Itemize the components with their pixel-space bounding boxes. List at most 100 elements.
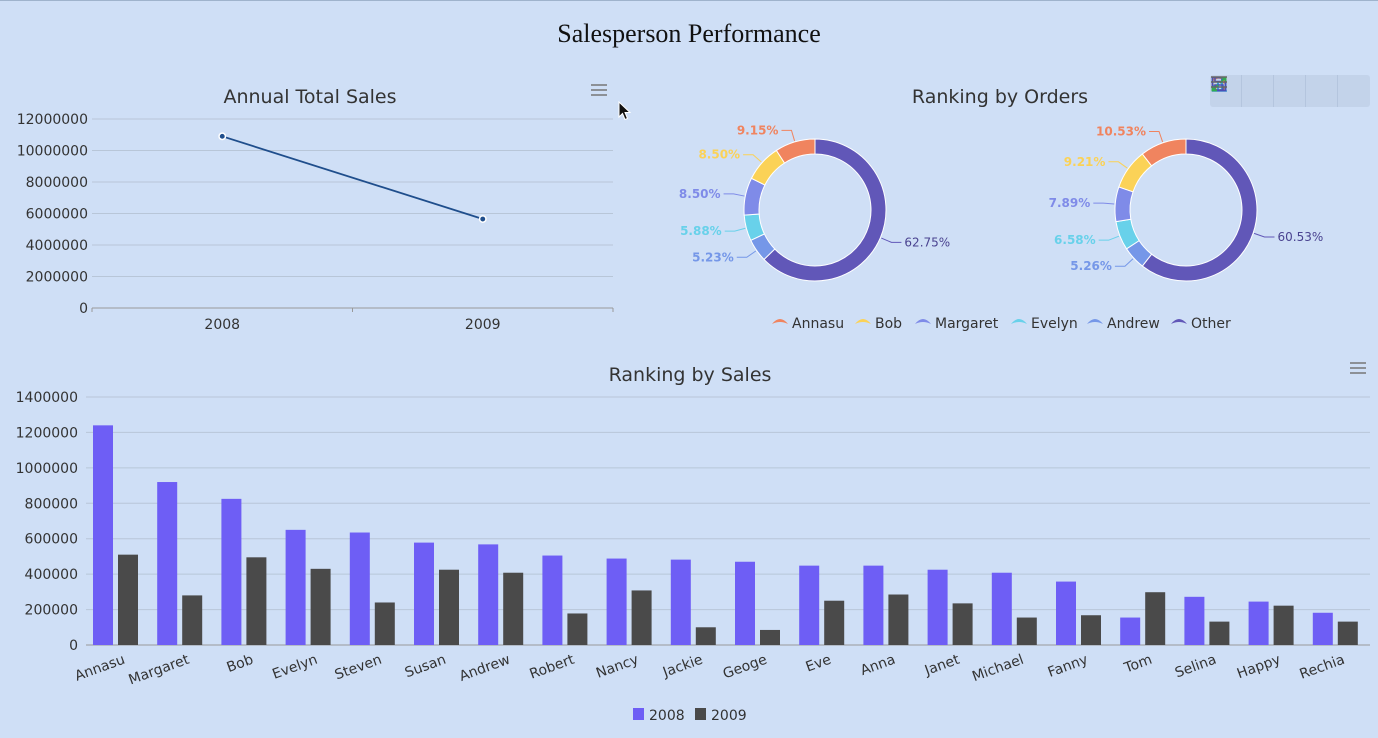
donut-leader-line xyxy=(881,237,902,243)
bar-chart-x-tick: Rechia xyxy=(1298,652,1347,683)
bar-chart-x-tick: Janet xyxy=(922,652,962,680)
bar-chart-x-tick: Steven xyxy=(333,652,384,684)
bar-chart-x-tick: Bob xyxy=(225,652,256,676)
bar-selina-2009 xyxy=(1209,621,1230,645)
donut-legend-swatch xyxy=(772,319,788,324)
bar-chart-x-tick: Jackie xyxy=(660,652,705,681)
donut-leader-line xyxy=(1098,235,1120,241)
bar-steven-2008 xyxy=(349,532,370,645)
line-chart-x-tick: 2008 xyxy=(204,317,240,333)
donut-legend-label: Bob xyxy=(875,316,902,332)
donut-leader-line xyxy=(736,250,757,258)
bar-rechia-2008 xyxy=(1312,612,1333,645)
line-chart-y-tick: 6000000 xyxy=(26,207,88,223)
bar-chart-title: Ranking by Sales xyxy=(609,364,772,386)
donut-legend-swatch xyxy=(1171,319,1187,324)
bar-anna-2009 xyxy=(888,594,909,645)
donut-slice-label: 7.89% xyxy=(1049,196,1091,210)
donut-leader-line xyxy=(743,154,762,163)
donut-slice-label: 10.53% xyxy=(1096,125,1146,139)
bar-chart-x-tick: Andrew xyxy=(457,652,512,685)
donut-legend-swatch xyxy=(855,319,871,324)
bar-eve-2009 xyxy=(824,600,845,645)
donut-slice-label: 5.26% xyxy=(1070,259,1112,273)
bar-chart-y-tick: 1200000 xyxy=(16,425,78,441)
donut-legend-label: Annasu xyxy=(792,316,844,332)
fullscreen-icon[interactable] xyxy=(1211,75,1338,107)
donut-leader-line xyxy=(723,193,745,197)
line-chart-title: Annual Total Sales xyxy=(223,86,396,108)
donut-slice-label: 9.15% xyxy=(737,123,779,137)
bar-geoge-2009 xyxy=(760,629,780,645)
bar-margaret-2008 xyxy=(157,482,178,645)
donut-slice-label: 5.88% xyxy=(680,224,722,238)
bar-janet-2009 xyxy=(952,603,973,645)
bar-fanny-2009 xyxy=(1081,615,1101,645)
donut-legend-swatch xyxy=(915,319,931,324)
bar-chart-y-tick: 400000 xyxy=(25,567,78,583)
bar-chart-x-tick: Selina xyxy=(1173,652,1219,682)
donut-legend-label: Andrew xyxy=(1107,316,1160,332)
bar-chart-x-tick: Margaret xyxy=(127,652,192,689)
bar-bob-2008 xyxy=(221,498,242,645)
bar-tom-2009 xyxy=(1145,592,1166,645)
menu-icon[interactable] xyxy=(1211,75,1370,107)
bar-happy-2008 xyxy=(1248,601,1269,645)
bar-nancy-2008 xyxy=(606,558,627,645)
bar-chart-icon[interactable] xyxy=(1212,75,1274,107)
bar-chart-x-tick: Happy xyxy=(1235,652,1283,682)
bar-robert-2009 xyxy=(567,613,588,645)
bar-eve-2008 xyxy=(799,565,820,645)
donut-slice-label: 8.50% xyxy=(679,187,721,201)
bar-chart-y-tick: 1000000 xyxy=(16,461,78,477)
bar-jackie-2008 xyxy=(670,559,691,645)
bar-bob-2009 xyxy=(246,557,267,645)
donut-leader-line xyxy=(1149,131,1164,143)
bar-chart-x-tick: Fanny xyxy=(1046,652,1090,681)
line-chart-y-tick: 10000000 xyxy=(17,144,88,160)
bar-evelyn-2008 xyxy=(285,529,306,645)
donut-slice-annasu xyxy=(1141,138,1187,167)
bar-legend-label: 2008 xyxy=(649,708,685,724)
bar-jackie-2009 xyxy=(695,627,716,645)
save-icon[interactable] xyxy=(1211,75,1306,107)
donut-leader-line xyxy=(1114,258,1134,267)
bar-susan-2009 xyxy=(439,569,459,645)
donut-legend-label: Other xyxy=(1191,316,1231,332)
bar-chart-x-tick: Eve xyxy=(804,652,834,676)
bar-selina-2008 xyxy=(1184,596,1205,645)
bar-geoge-2008 xyxy=(735,561,755,645)
donut-chart-title: Ranking by Orders xyxy=(912,86,1088,108)
line-chart-series-line xyxy=(221,135,484,220)
page-title: Salesperson Performance xyxy=(557,19,821,48)
bar-fanny-2008 xyxy=(1056,581,1076,645)
bar-evelyn-2009 xyxy=(310,568,331,645)
bar-chart-x-tick: Nancy xyxy=(594,652,641,682)
bar-chart-x-tick: Michael xyxy=(970,652,1026,685)
bar-legend-swatch xyxy=(695,708,706,720)
line-chart-point xyxy=(478,215,487,223)
bar-robert-2008 xyxy=(542,555,563,645)
line-chart-menu-icon[interactable] xyxy=(590,83,610,99)
donut-slice-label: 8.50% xyxy=(698,148,740,162)
bar-steven-2009 xyxy=(374,602,395,645)
donut-slice-margaret xyxy=(1114,186,1134,223)
bar-chart-menu-icon[interactable] xyxy=(1349,361,1369,377)
bar-chart-x-tick: Tom xyxy=(1121,652,1154,677)
bar-anna-2008 xyxy=(863,565,884,645)
bar-margaret-2009 xyxy=(182,595,203,645)
donut-slice-label: 6.58% xyxy=(1054,233,1096,247)
bar-susan-2008 xyxy=(414,542,434,645)
bar-chart-x-tick: Robert xyxy=(527,652,577,683)
bar-chart-x-tick: Geoge xyxy=(721,652,769,683)
donut-legend-swatch xyxy=(1087,319,1103,324)
donut-leader-line xyxy=(1093,202,1115,205)
line-chart-y-tick: 0 xyxy=(79,301,88,317)
bar-legend-swatch xyxy=(633,708,644,720)
bar-nancy-2009 xyxy=(631,590,652,645)
donut-legend-label: Margaret xyxy=(935,316,999,332)
bar-chart-x-tick: Annasu xyxy=(73,652,127,685)
chart-toolbox xyxy=(1210,75,1370,107)
